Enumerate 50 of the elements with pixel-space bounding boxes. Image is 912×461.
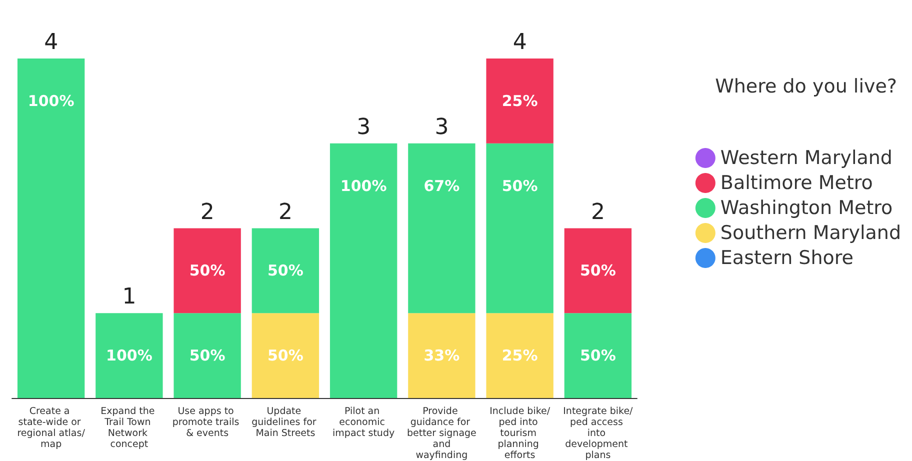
legend-label: Eastern Shore — [720, 247, 854, 269]
annotation: 50% — [189, 346, 226, 365]
legend-label: Western Maryland — [720, 147, 892, 169]
total-label: 3 — [434, 114, 449, 140]
annotation: 50% — [189, 262, 226, 280]
total-label: 2 — [590, 200, 605, 225]
bar — [486, 58, 554, 144]
x-tick-label: Use apps to promote trails & events — [172, 406, 242, 439]
x-tick-label: Include bike/ped into tourism planning efforts — [490, 406, 551, 461]
annotation: 100% — [340, 176, 387, 195]
total-label: 4 — [512, 30, 527, 56]
bar — [174, 228, 241, 314]
bar — [330, 143, 398, 398]
x-tick-label: Provide guidance for better signage and wayfinding — [406, 406, 477, 461]
annotation: 50% — [267, 262, 304, 280]
annotation: 50% — [267, 346, 304, 365]
x-tick-label: Integrate bike/ped access into development plans — [563, 406, 634, 461]
legend-label: Washington Metro — [720, 197, 893, 219]
x-tick-label: Update guidelines for Main Streets — [252, 406, 320, 439]
annotation: 50% — [502, 176, 538, 195]
bar — [564, 228, 632, 314]
x-tick-label: Expand the Trail Town Network concept — [100, 406, 158, 450]
annotation: 33% — [424, 346, 460, 365]
total-label: 3 — [356, 114, 371, 140]
annotation: 25% — [502, 92, 538, 110]
total-label: 2 — [200, 200, 214, 225]
annotation: 100% — [28, 92, 74, 110]
annotation: 50% — [580, 346, 616, 365]
annotation: 67% — [424, 176, 460, 195]
legend-label: Baltimore Metro — [720, 172, 873, 194]
total-label: 2 — [278, 200, 292, 225]
x-tick-label: Pilot an economic impact study — [332, 406, 395, 439]
bar — [408, 143, 476, 314]
total-label: 1 — [122, 284, 136, 310]
bar — [486, 143, 554, 314]
bar — [252, 228, 320, 314]
total-label: 4 — [44, 30, 58, 56]
annotation: 25% — [502, 346, 538, 365]
annotation: 50% — [580, 262, 616, 280]
bar — [564, 313, 632, 398]
bar — [96, 313, 163, 398]
legend-label: Southern Maryland — [720, 222, 902, 244]
legend-title: Where do you live? — [715, 76, 898, 98]
bar — [252, 313, 320, 398]
bar — [174, 313, 241, 398]
bar — [408, 313, 476, 398]
annotation: 100% — [106, 346, 152, 365]
x-tick-label: Create a state-wide or regional atlas/map — [17, 406, 86, 450]
bar — [17, 58, 85, 398]
bar — [486, 313, 554, 398]
